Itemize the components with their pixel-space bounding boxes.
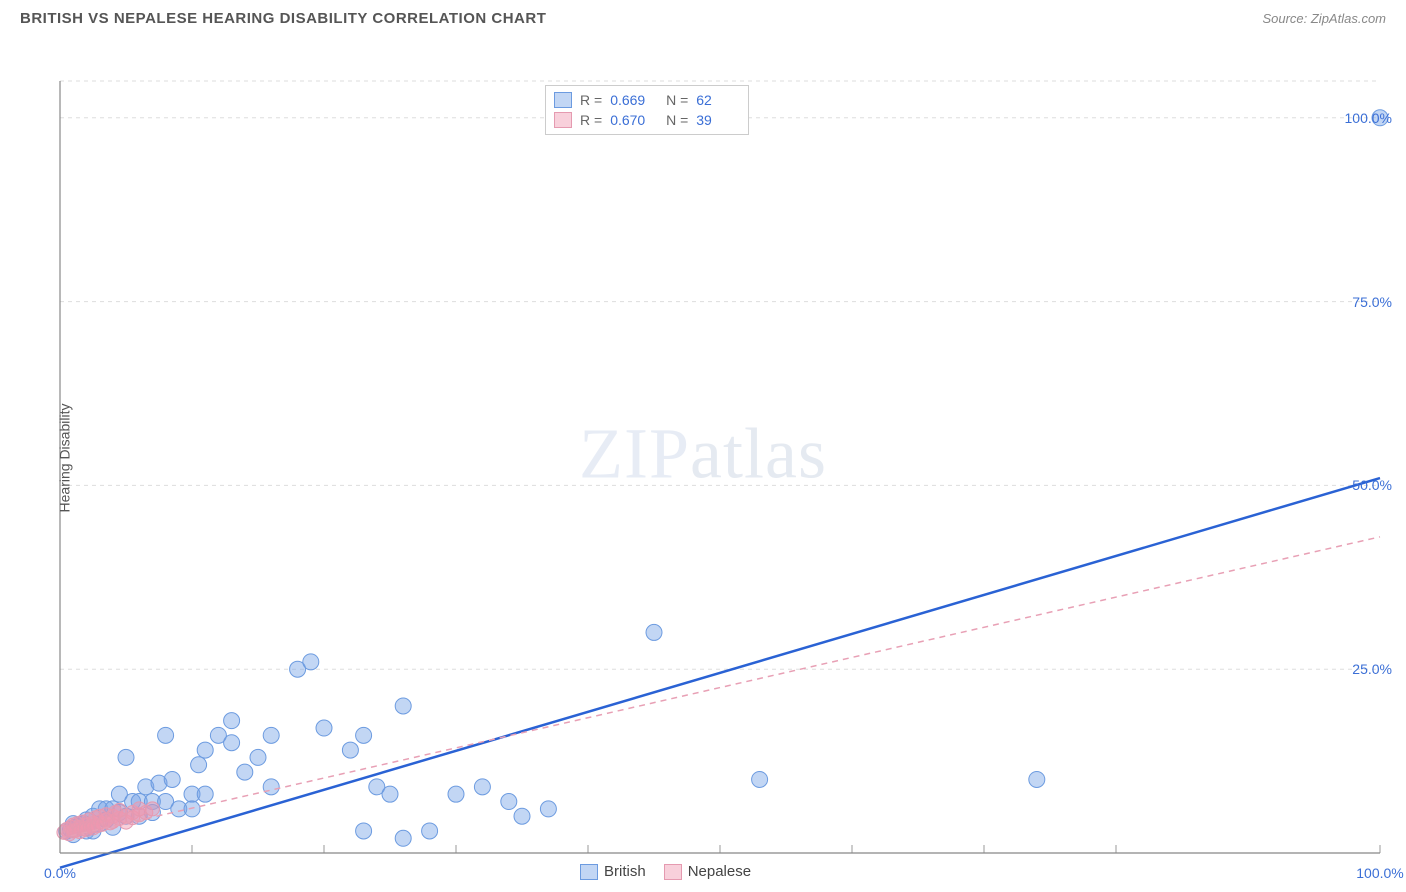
chart-container: Hearing Disability ZIPatlas R =0.669 N =… — [0, 33, 1406, 883]
legend-swatch — [664, 864, 682, 880]
legend-item-nepalese: Nepalese — [664, 863, 751, 880]
legend-swatch — [580, 864, 598, 880]
legend-stat-row-british: R = 0.669 N = 62 — [554, 90, 740, 110]
n-label: N = — [662, 112, 688, 128]
title-bar: BRITISH VS NEPALESE HEARING DISABILITY C… — [0, 0, 1406, 33]
x-tick-label: 0.0% — [44, 865, 76, 881]
legend-series: British Nepalese — [580, 863, 751, 880]
y-axis-label: Hearing Disability — [56, 404, 72, 513]
scatter-plot-svg — [0, 33, 1406, 883]
r-label: R = — [580, 92, 602, 108]
n-value: 62 — [696, 92, 740, 108]
y-tick-label: 100.0% — [1345, 110, 1392, 126]
y-tick-label: 50.0% — [1352, 477, 1392, 493]
y-tick-label: 75.0% — [1352, 294, 1392, 310]
chart-title: BRITISH VS NEPALESE HEARING DISABILITY C… — [20, 10, 546, 27]
r-value: 0.670 — [610, 112, 654, 128]
n-value: 39 — [696, 112, 740, 128]
legend-item-british: British — [580, 863, 646, 880]
x-tick-label: 100.0% — [1356, 865, 1403, 881]
source-attribution: Source: ZipAtlas.com — [1262, 11, 1386, 26]
n-label: N = — [662, 92, 688, 108]
legend-stat-row-nepalese: R = 0.670 N = 39 — [554, 110, 740, 130]
r-label: R = — [580, 112, 602, 128]
legend-stats: R = 0.669 N = 62 R = 0.670 N = 39 — [545, 85, 749, 135]
y-tick-label: 25.0% — [1352, 661, 1392, 677]
legend-swatch — [554, 92, 572, 108]
legend-label: British — [604, 863, 646, 880]
legend-label: Nepalese — [688, 863, 751, 880]
legend-swatch — [554, 112, 572, 128]
r-value: 0.669 — [610, 92, 654, 108]
